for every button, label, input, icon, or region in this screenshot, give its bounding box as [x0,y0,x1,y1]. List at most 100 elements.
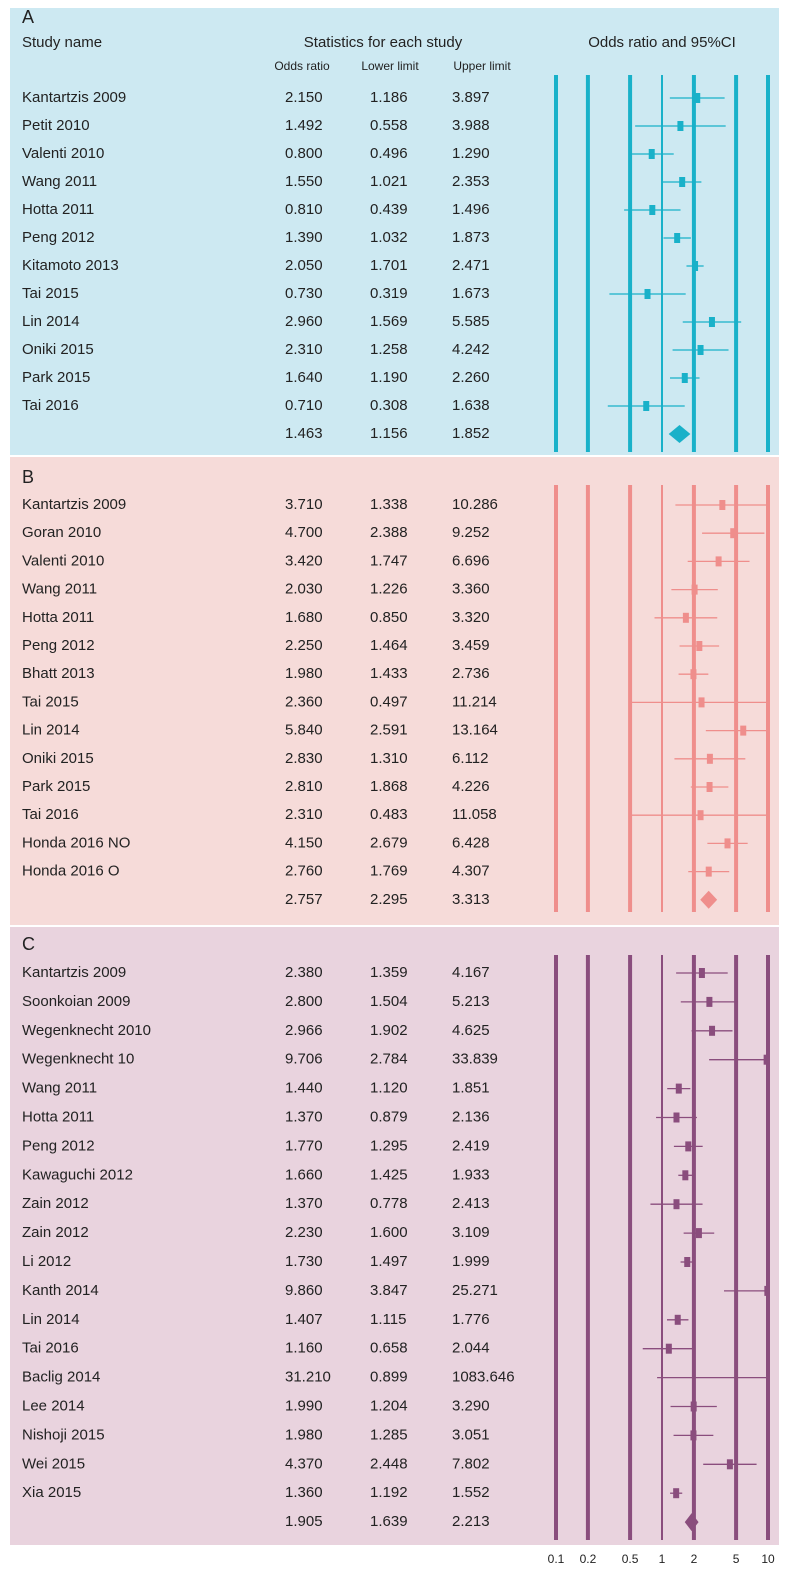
study-name: Tai 2015 [22,693,79,710]
odds-ratio: 2.830 [285,750,323,767]
lower-limit: 0.496 [370,145,408,162]
point-estimate [764,1285,768,1296]
x-tick-label: 0.5 [622,1552,639,1566]
odds-ratio: 1.990 [285,1397,323,1414]
x-tick-label: 5 [733,1552,740,1566]
upper-limit: 3.051 [452,1426,490,1443]
upper-limit: 3.988 [452,117,490,134]
odds-ratio: 1.390 [285,229,323,246]
study-name: Park 2015 [22,369,90,386]
study-name: Goran 2010 [22,524,101,541]
point-estimate [706,753,713,764]
upper-limit: 2.136 [452,1108,490,1125]
study-name: Xia 2015 [22,1484,81,1501]
study-name: Peng 2012 [22,1137,95,1154]
lower-limit: 0.879 [370,1108,408,1125]
study-name: Lin 2014 [22,313,80,330]
study-name: Park 2015 [22,778,90,795]
point-estimate [705,866,712,877]
upper-limit: 1.999 [452,1253,490,1270]
study-name: Wang 2011 [22,1080,97,1097]
lower-limit: 1.310 [370,750,408,767]
lower-header: Lower limit [361,59,419,73]
study-name: Lin 2014 [22,1311,80,1328]
upper-limit: 3.109 [452,1224,490,1241]
point-estimate [694,93,701,103]
lower-limit: 0.483 [370,806,408,823]
plot-area [642,968,768,1532]
lower-limit: 1.120 [370,1080,408,1097]
point-estimate [708,317,715,327]
upper-limit: 2.471 [452,257,490,274]
lower-limit: 0.899 [370,1369,408,1386]
lower-limit: 2.784 [370,1051,408,1068]
x-tick-label: 10 [761,1552,775,1566]
point-estimate [682,612,689,623]
study-name: Hotta 2011 [22,201,94,218]
point-estimate [697,345,704,355]
upper-limit: 1.552 [452,1484,490,1501]
study-name: Wang 2011 [22,173,97,190]
odds-ratio: 9.860 [285,1282,323,1299]
upper-limit: 3.290 [452,1397,490,1414]
upper-limit: 1083.646 [452,1369,515,1386]
odds-ratio: 2.030 [285,581,323,598]
point-estimate [740,725,747,736]
point-estimate [684,1257,691,1267]
study-name: Honda 2016 NO [22,834,130,851]
point-estimate [673,1488,680,1499]
upper-limit: 4.242 [452,341,490,358]
study-name: Kanth 2014 [22,1282,99,1299]
point-estimate [674,233,681,243]
point-estimate [719,500,726,510]
panel-background [10,927,779,1545]
study-name: Valenti 2010 [22,145,104,162]
odds-ratio: 2.360 [285,693,323,710]
odds-ratio: 31.210 [285,1369,331,1386]
upper-limit: 2.044 [452,1340,490,1357]
stats-header: Statistics for each study [304,34,463,51]
study-name: Tai 2016 [22,1340,79,1357]
point-estimate [648,149,655,159]
upper-limit: 11.058 [452,806,497,823]
odds-ratio: 1.492 [285,117,323,134]
lower-limit: 0.319 [370,285,408,302]
upper-limit: 7.802 [452,1455,490,1472]
lower-limit: 1.600 [370,1224,408,1241]
odds-ratio: 2.230 [285,1224,323,1241]
panel-background [10,457,779,925]
point-estimate [673,1112,680,1123]
lower-limit: 2.388 [370,524,408,541]
lower-limit: 3.847 [370,1282,408,1299]
study-name: Petit 2010 [22,117,90,134]
study-name: Wegenknecht 2010 [22,1022,151,1039]
upper-limit: 33.839 [452,1051,498,1068]
odds-ratio: 0.810 [285,201,323,218]
point-estimate [763,1054,768,1065]
odds-ratio: 1.660 [285,1166,323,1183]
study-name: Kitamoto 2013 [22,257,119,274]
lower-limit: 1.258 [370,341,408,358]
point-estimate [691,584,698,595]
upper-limit: 2.413 [452,1195,490,1212]
study-name: Tai 2016 [22,806,79,823]
point-estimate [673,1199,680,1210]
point-estimate [696,641,703,651]
lower-limit: 1.497 [370,1253,408,1270]
study-name: Wang 2011 [22,581,97,598]
lower-limit: 1.021 [370,173,408,190]
point-estimate [690,1430,697,1441]
point-estimate [695,1228,702,1239]
upper-limit: 3.897 [452,89,490,106]
lower-limit: 1.226 [370,581,408,598]
odds-ratio: 2.250 [285,637,323,654]
upper-limit: 2.213 [452,1513,490,1530]
point-estimate [706,782,713,792]
lower-limit: 1.433 [370,665,408,682]
summary-diamond [700,890,718,909]
study-name: Oniki 2015 [22,341,94,358]
upper-header: Upper limit [453,59,511,73]
odds-ratio: 2.310 [285,806,323,823]
lower-limit: 1.192 [370,1484,408,1501]
point-estimate [692,261,699,271]
